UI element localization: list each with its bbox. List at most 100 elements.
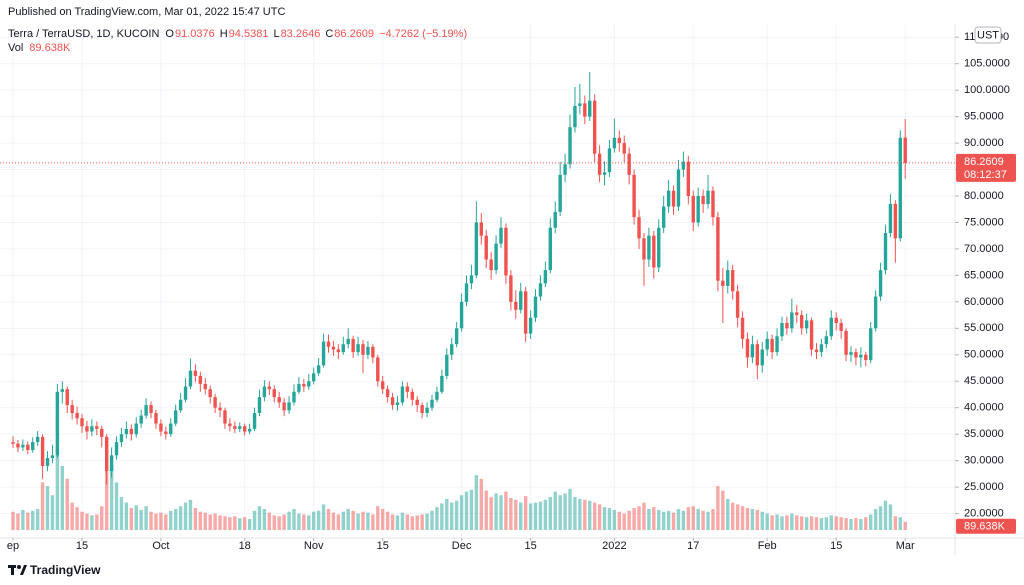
candle-body (563, 164, 567, 175)
volume-bar (859, 519, 863, 530)
candle-body (331, 346, 336, 350)
candle-body (873, 296, 878, 329)
legend-value: 94.5381 (229, 28, 269, 40)
candle-body (381, 381, 385, 390)
volume-bar (262, 508, 267, 530)
y-tick-label: 45.0000 (964, 375, 1004, 387)
volume-bar (824, 517, 829, 530)
candle-body (514, 301, 518, 310)
candle-body (750, 344, 755, 358)
volume-bar (607, 508, 612, 530)
volume-bar (602, 507, 607, 530)
candle-body (267, 386, 272, 390)
y-tick-label: 70.0000 (964, 243, 1004, 255)
candle-body (65, 389, 69, 406)
candle-body (129, 428, 134, 435)
candle-body (854, 352, 858, 358)
candle-body (588, 100, 592, 117)
volume-bar (124, 502, 129, 530)
volume-bar (85, 513, 89, 530)
candle-body (765, 338, 769, 350)
candle-body (632, 174, 636, 218)
volume-bar (514, 499, 518, 530)
volume-bar (425, 513, 429, 530)
candle-body (282, 402, 286, 411)
volume-bar (267, 512, 272, 530)
volume-bar (381, 508, 385, 530)
volume-bar (721, 490, 725, 530)
candle-body (85, 426, 89, 432)
volume-bar (627, 510, 631, 530)
candle-body (233, 426, 237, 429)
volume-bar (366, 512, 370, 530)
candle-body (459, 301, 464, 329)
y-tick-label: 65.0000 (964, 269, 1004, 281)
volume-bar (760, 511, 764, 530)
candle-body (533, 296, 538, 318)
candle-body (597, 153, 602, 175)
volume-bar (139, 509, 143, 530)
candle-body (661, 206, 666, 228)
volume-bar (90, 515, 94, 530)
candle-body (70, 405, 74, 413)
candle-body (420, 405, 424, 413)
volume-bar (440, 503, 444, 530)
volume-bar (661, 511, 666, 530)
candle-body (450, 344, 454, 355)
candle-body (11, 442, 15, 444)
volume-bar (898, 517, 902, 530)
volume-bar (735, 504, 740, 530)
candle-body (474, 222, 479, 276)
candle-body (203, 383, 207, 390)
legend-value: 86.2609 (334, 28, 374, 40)
volume-bar (696, 508, 700, 530)
candle-body (45, 457, 50, 466)
candle-body (26, 444, 30, 451)
candle-body (257, 397, 262, 413)
candle-body (272, 389, 276, 398)
volume-bar (839, 517, 843, 530)
volume-bar (361, 511, 365, 530)
volume-bar (548, 497, 553, 530)
volume-bar (223, 516, 227, 530)
volume-bar (592, 502, 597, 530)
legend-prefix: O (165, 28, 174, 40)
candle-body (617, 137, 622, 144)
candle-body (583, 103, 587, 117)
volume-bar (282, 514, 286, 530)
candle-body (435, 391, 439, 400)
candle-body (494, 243, 498, 271)
volume-bar (80, 511, 84, 530)
volume-bar (257, 506, 262, 530)
volume-bar (247, 519, 252, 530)
candle-body (395, 402, 400, 406)
candle-body (888, 203, 893, 234)
volume-bar (642, 502, 646, 530)
x-tick-label: 17 (687, 540, 699, 552)
x-tick-label: Dec (452, 540, 472, 552)
volume-bar (238, 518, 242, 530)
candle-body (509, 275, 513, 302)
candle-body (164, 431, 168, 435)
candle-body (859, 354, 863, 358)
volume-bar (154, 513, 158, 530)
brand-name: TradingView (30, 563, 101, 577)
candle-body (676, 169, 681, 207)
x-tick-label: 18 (239, 540, 251, 552)
volume-bar (50, 495, 55, 530)
x-tick-label: Mar (896, 540, 915, 552)
volume-bar (292, 508, 296, 530)
candle-body (755, 344, 760, 366)
volume-bar (159, 512, 163, 530)
candle-body (188, 370, 193, 387)
volume-bar (45, 486, 50, 530)
volume-bar (405, 514, 410, 530)
candle-body (775, 336, 779, 353)
candle-body (114, 442, 119, 456)
candle-body (385, 389, 390, 398)
candle-body (144, 405, 148, 416)
legend-prefix: H (220, 28, 228, 40)
candle-body (686, 161, 691, 197)
volume-bar (336, 514, 341, 530)
volume-bar (188, 499, 193, 530)
